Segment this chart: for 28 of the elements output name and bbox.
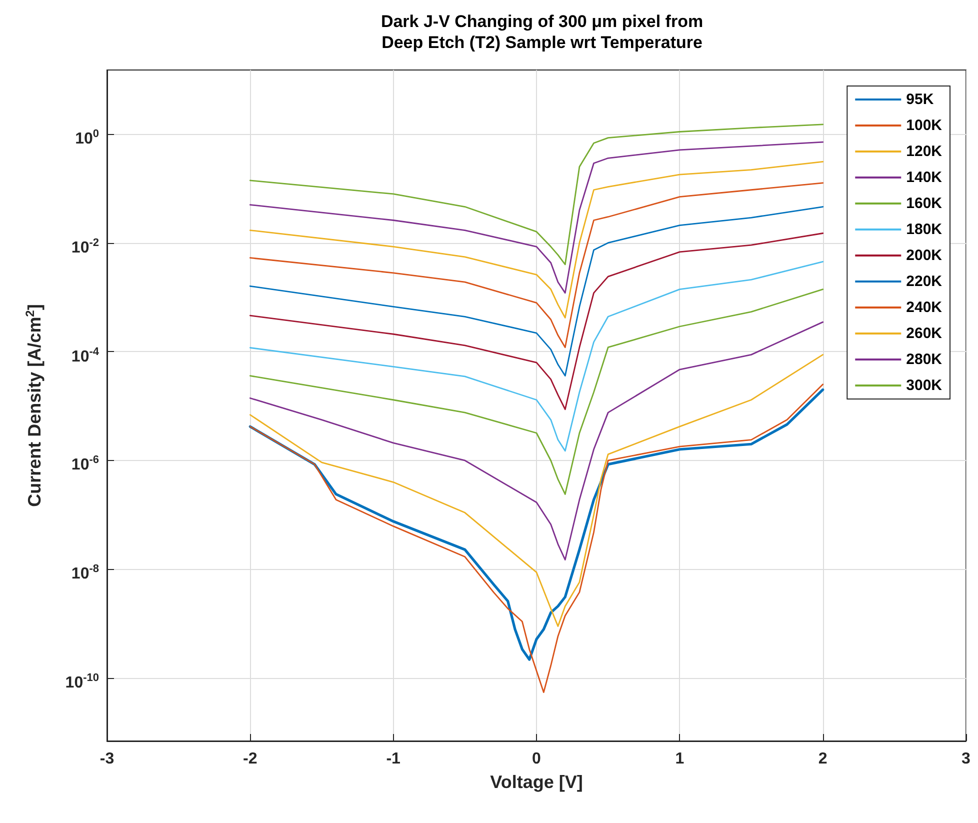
y-axis-title: Current Density [A/cm2] [23,304,44,507]
y-tick-label: 10$^{-6}$ [71,453,99,476]
legend-label: 100K [906,117,942,134]
chart-title: Dark J-V Changing of 300 μm pixel from Deep Etch (T2) Sample wrt Temperature [380,12,704,52]
y-tick-label: 10$^{-4}$ [71,344,99,367]
legend-label: 260K [906,325,942,342]
y-tick-label: 10$^{-2}$ [71,236,99,258]
legend-label: 280K [906,351,942,368]
legend-label: 240K [906,299,942,316]
legend-label: 120K [906,143,942,160]
legend-label: 95K [906,91,934,108]
x-tick-label: 3 [962,750,971,768]
legend-label: 140K [906,169,942,186]
x-axis-title: Voltage [V] [490,772,583,792]
legend-label: 180K [906,221,942,238]
y-tick-label: 10$^{-10}$ [65,671,99,694]
x-tick-label: -3 [100,750,114,768]
x-tick-label: 2 [818,750,828,768]
x-tick-label: 1 [675,750,684,768]
x-tick-label: -1 [386,750,401,768]
legend-label: 300K [906,377,942,394]
y-tick-label: 10$^{-8}$ [71,562,99,585]
y-tick-label: 10$^{0}$ [75,126,99,150]
legend-label: 160K [906,195,942,212]
legend-label: 200K [906,247,942,264]
x-tick-label: -2 [243,750,258,768]
x-tick-label: 0 [532,750,542,768]
legend-label: 220K [906,273,942,290]
